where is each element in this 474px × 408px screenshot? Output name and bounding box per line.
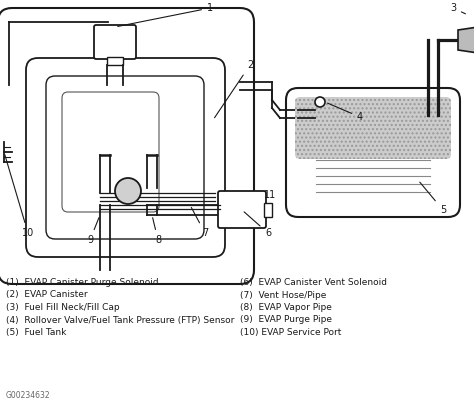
FancyBboxPatch shape <box>94 25 136 59</box>
FancyBboxPatch shape <box>0 8 254 284</box>
Bar <box>264 203 272 217</box>
Text: 5: 5 <box>420 182 446 215</box>
Text: (6)  EVAP Canister Vent Solenoid: (6) EVAP Canister Vent Solenoid <box>240 278 387 287</box>
FancyBboxPatch shape <box>218 191 266 228</box>
Text: (2)  EVAP Canister: (2) EVAP Canister <box>6 290 88 299</box>
Text: (8)  EVAP Vapor Pipe: (8) EVAP Vapor Pipe <box>240 303 332 312</box>
Text: (9)  EVAP Purge Pipe: (9) EVAP Purge Pipe <box>240 315 332 324</box>
Text: (3)  Fuel Fill Neck/Fill Cap: (3) Fuel Fill Neck/Fill Cap <box>6 303 119 312</box>
Text: 6: 6 <box>244 212 271 238</box>
Text: 7: 7 <box>191 207 208 238</box>
FancyBboxPatch shape <box>62 92 159 212</box>
Text: (10) EVAP Service Port: (10) EVAP Service Port <box>240 328 341 337</box>
Circle shape <box>115 178 141 204</box>
Text: 10: 10 <box>5 155 34 238</box>
Text: 11: 11 <box>264 190 276 200</box>
FancyBboxPatch shape <box>286 88 460 217</box>
FancyBboxPatch shape <box>26 58 225 257</box>
Text: G00234632: G00234632 <box>6 391 51 400</box>
Text: 3: 3 <box>450 3 465 14</box>
Text: 4: 4 <box>328 103 363 122</box>
Text: 2: 2 <box>215 60 253 118</box>
Text: 8: 8 <box>153 218 161 245</box>
Circle shape <box>315 97 325 107</box>
FancyBboxPatch shape <box>46 76 204 239</box>
Text: (5)  Fuel Tank: (5) Fuel Tank <box>6 328 66 337</box>
Text: (1)  EVAP Canister Purge Solenoid: (1) EVAP Canister Purge Solenoid <box>6 278 159 287</box>
Text: 9: 9 <box>87 217 99 245</box>
Text: (7)  Vent Hose/Pipe: (7) Vent Hose/Pipe <box>240 290 327 299</box>
Bar <box>107 57 123 65</box>
Text: (4)  Rollover Valve/Fuel Tank Pressure (FTP) Sensor: (4) Rollover Valve/Fuel Tank Pressure (F… <box>6 315 234 324</box>
FancyBboxPatch shape <box>295 97 451 159</box>
Polygon shape <box>458 27 474 53</box>
Text: 1: 1 <box>118 3 213 27</box>
